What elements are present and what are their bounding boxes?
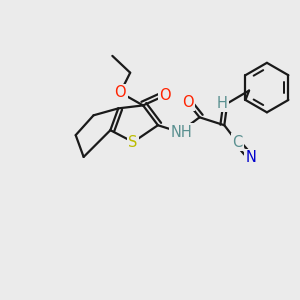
Text: O: O bbox=[182, 95, 194, 110]
Text: N: N bbox=[246, 150, 256, 165]
Text: C: C bbox=[232, 135, 242, 150]
Text: H: H bbox=[217, 96, 228, 111]
Text: S: S bbox=[128, 135, 138, 150]
Text: NH: NH bbox=[171, 125, 193, 140]
Text: O: O bbox=[115, 85, 126, 100]
Text: O: O bbox=[159, 88, 171, 103]
